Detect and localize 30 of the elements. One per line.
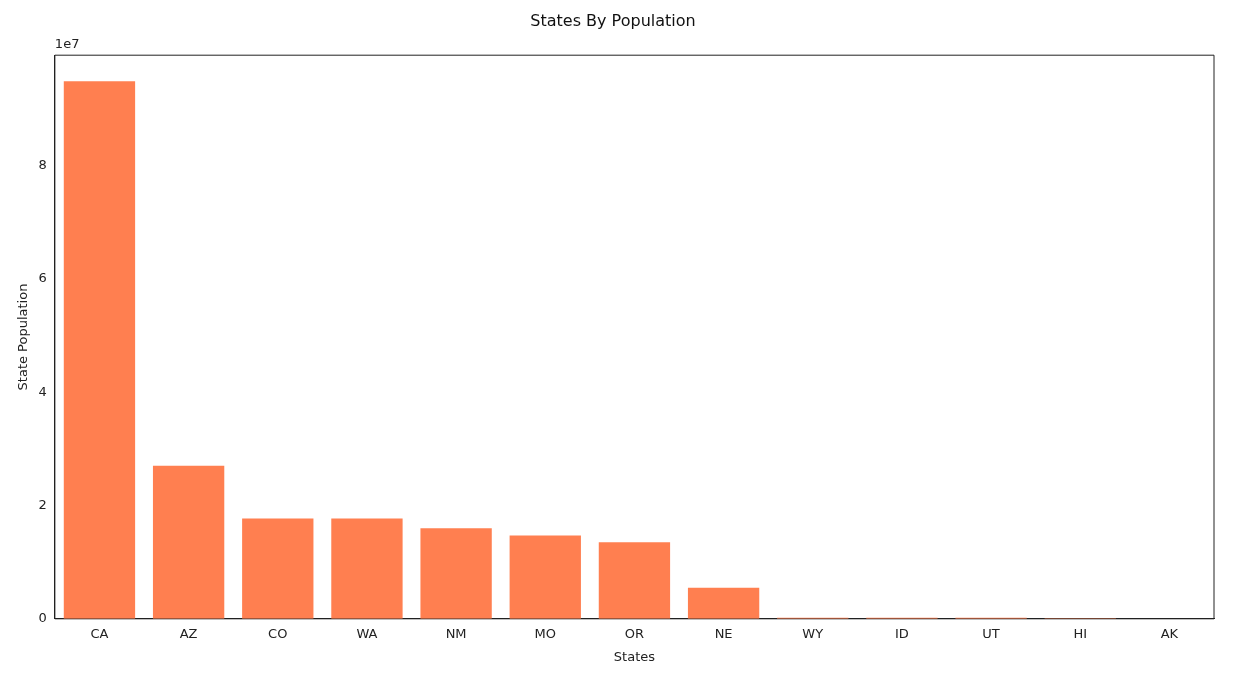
x-tick-label: AZ: [179, 625, 198, 641]
bar: [63, 81, 136, 619]
bar: [242, 518, 314, 619]
x-tick-label: OR: [624, 625, 645, 641]
bar: [509, 535, 581, 619]
x-tick-label: ID: [895, 625, 909, 641]
y-tick-label: 8: [38, 157, 47, 173]
x-tick-label: NM: [445, 625, 467, 641]
x-tick-label: AK: [1160, 625, 1179, 641]
y-tick-label: 4: [38, 383, 47, 399]
x-axis-title: States: [613, 648, 656, 664]
x-tick-label: NE: [714, 625, 733, 641]
x-tick-label: CO: [268, 625, 288, 641]
y-tick-label: 2: [38, 496, 47, 512]
x-tick-label: WA: [356, 625, 378, 641]
x-tick-label: HI: [1073, 625, 1088, 641]
y-axis-title: State Population: [15, 283, 31, 391]
y-tick-label: 6: [38, 270, 47, 286]
x-tick-label: UT: [982, 625, 1000, 641]
bar: [152, 465, 225, 619]
chart-title: States By Population: [530, 10, 696, 30]
bar: [420, 528, 492, 619]
bar: [598, 542, 671, 619]
bar: [687, 587, 760, 619]
x-tick-label: CA: [90, 625, 109, 641]
x-tick-label: MO: [534, 625, 556, 641]
text: 1e7: [54, 36, 80, 52]
bar: [331, 518, 403, 619]
x-tick-label: WY: [802, 625, 824, 641]
y-tick-label: 0: [38, 610, 47, 626]
